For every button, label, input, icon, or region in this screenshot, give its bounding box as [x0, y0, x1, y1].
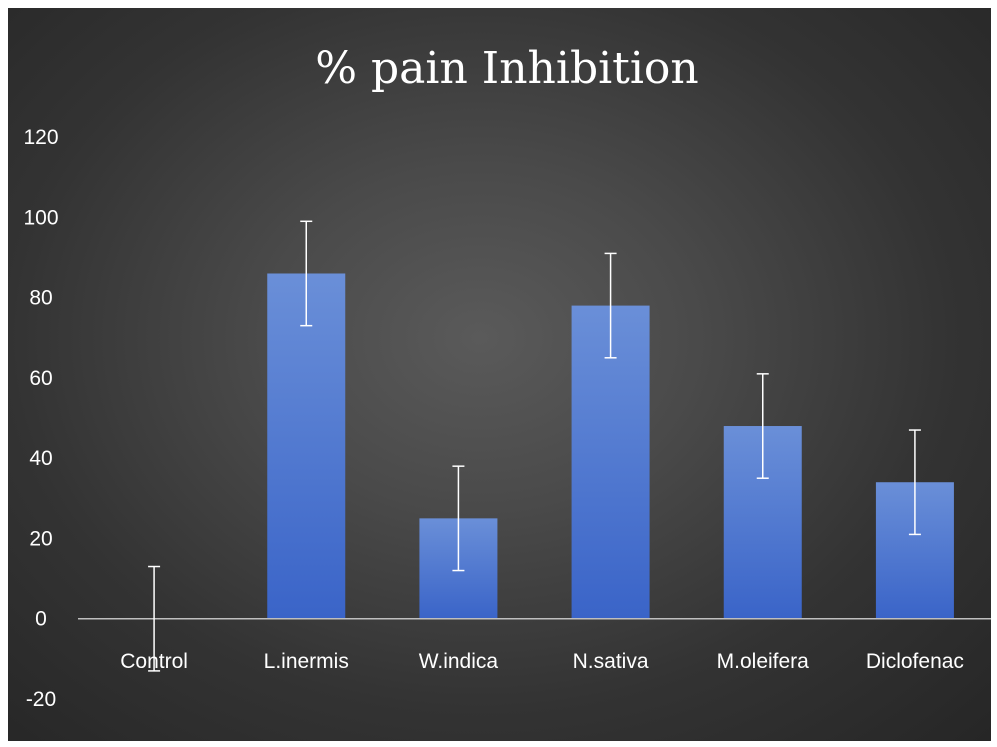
x-category-label: Diclofenac	[866, 650, 964, 673]
y-tick-label: 80	[29, 287, 52, 310]
error-bars	[148, 220, 921, 672]
y-tick-label: 0	[35, 608, 47, 631]
chart-title: % pain Inhibition	[315, 43, 699, 94]
x-category-label: Control	[120, 650, 188, 673]
y-tick-label: 60	[29, 367, 52, 390]
x-axis-categories: Control L.inermis W.indica N.sativa M.oleife…	[120, 650, 964, 673]
y-tick-label: 100	[23, 206, 58, 229]
x-category-label: L.inermis	[264, 650, 349, 673]
x-category-label: M.oleifera	[717, 650, 810, 673]
y-tick-label: 20	[29, 527, 52, 550]
bar	[267, 273, 346, 619]
y-tick-label: -20	[26, 688, 56, 711]
y-axis-ticks: -20 0 20 40 60 80 100 120	[23, 126, 58, 711]
x-category-label: W.indica	[419, 650, 499, 673]
y-tick-label: 120	[23, 126, 58, 149]
y-tick-label: 40	[29, 447, 52, 470]
chart-frame: % pain Inhibition -20 0 20 40 60 80 100 120 Con…	[8, 8, 991, 741]
x-category-label: N.sativa	[573, 650, 649, 673]
bar-chart: % pain Inhibition -20 0 20 40 60 80 100 120 Con…	[23, 43, 991, 711]
